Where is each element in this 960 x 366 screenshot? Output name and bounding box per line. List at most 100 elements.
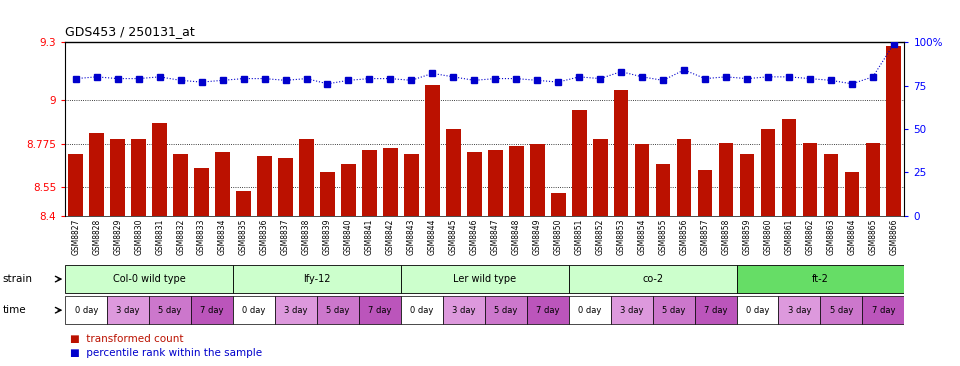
Text: 7 day: 7 day <box>872 306 895 315</box>
Text: 3 day: 3 day <box>452 306 475 315</box>
Text: GSM8864: GSM8864 <box>848 218 856 255</box>
Bar <box>694 296 736 324</box>
Bar <box>803 142 817 216</box>
Text: GSM8830: GSM8830 <box>134 218 143 255</box>
Text: 5 day: 5 day <box>158 306 181 315</box>
Bar <box>698 169 712 216</box>
Text: GSM8850: GSM8850 <box>554 218 563 255</box>
Text: 5 day: 5 day <box>494 306 517 315</box>
Bar <box>320 172 335 216</box>
Text: 7 day: 7 day <box>704 306 728 315</box>
Bar <box>446 129 461 216</box>
Text: GSM8865: GSM8865 <box>869 218 877 255</box>
Bar <box>215 152 230 216</box>
Text: GSM8853: GSM8853 <box>616 218 626 255</box>
Bar <box>572 110 587 216</box>
Bar <box>611 296 653 324</box>
Text: GSM8842: GSM8842 <box>386 218 395 255</box>
Bar <box>401 265 568 293</box>
Bar <box>359 296 401 324</box>
Bar <box>191 296 233 324</box>
Text: GSM8844: GSM8844 <box>428 218 437 255</box>
Bar <box>568 265 736 293</box>
Text: 7 day: 7 day <box>201 306 224 315</box>
Bar <box>153 123 167 216</box>
Bar <box>108 296 149 324</box>
Bar <box>425 85 440 216</box>
Text: 3 day: 3 day <box>116 306 140 315</box>
Bar <box>275 296 317 324</box>
Bar <box>485 296 527 324</box>
Text: GSM8845: GSM8845 <box>449 218 458 255</box>
Bar <box>89 133 104 216</box>
Text: 0 day: 0 day <box>75 306 98 315</box>
Bar <box>278 158 293 216</box>
Text: GSM8854: GSM8854 <box>637 218 647 255</box>
Text: GSM8833: GSM8833 <box>197 218 206 255</box>
Bar <box>401 296 443 324</box>
Text: GSM8843: GSM8843 <box>407 218 416 255</box>
Text: GSM8829: GSM8829 <box>113 218 122 255</box>
Bar <box>488 150 503 216</box>
Text: GSM8863: GSM8863 <box>827 218 835 255</box>
Text: GSM8851: GSM8851 <box>575 218 584 255</box>
Text: ft-2: ft-2 <box>812 274 828 284</box>
Bar <box>236 191 251 216</box>
Bar <box>257 156 272 216</box>
Bar <box>781 119 796 216</box>
Text: 0 day: 0 day <box>578 306 601 315</box>
Bar <box>404 154 419 216</box>
Bar <box>467 152 482 216</box>
Bar <box>719 142 733 216</box>
Text: time: time <box>3 305 27 315</box>
Text: GSM8855: GSM8855 <box>659 218 667 255</box>
Bar <box>551 193 565 216</box>
Bar <box>132 139 146 216</box>
Text: GSM8848: GSM8848 <box>512 218 520 255</box>
Text: GSM8849: GSM8849 <box>533 218 541 255</box>
Bar <box>736 296 779 324</box>
Text: 3 day: 3 day <box>620 306 643 315</box>
Bar <box>886 46 901 216</box>
Text: ■  percentile rank within the sample: ■ percentile rank within the sample <box>70 348 262 358</box>
Bar <box>845 172 859 216</box>
Text: 5 day: 5 day <box>829 306 853 315</box>
Text: 3 day: 3 day <box>788 306 811 315</box>
Text: GSM8860: GSM8860 <box>763 218 773 255</box>
Bar <box>760 129 776 216</box>
Text: co-2: co-2 <box>642 274 663 284</box>
Bar <box>509 146 523 216</box>
Bar <box>383 148 397 216</box>
Text: 3 day: 3 day <box>284 306 308 315</box>
Text: 7 day: 7 day <box>536 306 560 315</box>
Text: 7 day: 7 day <box>369 306 392 315</box>
Bar <box>317 296 359 324</box>
Text: GSM8832: GSM8832 <box>176 218 185 255</box>
Bar <box>443 296 485 324</box>
Bar <box>527 296 568 324</box>
Bar <box>530 145 544 216</box>
Text: strain: strain <box>3 274 33 284</box>
Text: 0 day: 0 day <box>746 306 769 315</box>
Text: Ler wild type: Ler wild type <box>453 274 516 284</box>
Text: GSM8862: GSM8862 <box>805 218 814 255</box>
Text: 0 day: 0 day <box>242 306 266 315</box>
Text: GSM8856: GSM8856 <box>680 218 688 255</box>
Text: GSM8837: GSM8837 <box>281 218 290 255</box>
Bar <box>653 296 694 324</box>
Bar <box>233 296 275 324</box>
Bar <box>866 142 880 216</box>
Text: GSM8861: GSM8861 <box>784 218 794 255</box>
Text: GSM8847: GSM8847 <box>491 218 500 255</box>
Bar <box>341 164 356 216</box>
Text: GSM8841: GSM8841 <box>365 218 374 255</box>
Bar <box>779 296 821 324</box>
Text: GSM8838: GSM8838 <box>302 218 311 255</box>
Bar <box>65 296 108 324</box>
Text: Col-0 wild type: Col-0 wild type <box>113 274 185 284</box>
Bar <box>862 296 904 324</box>
Bar <box>110 139 125 216</box>
Bar <box>65 265 233 293</box>
Bar <box>68 154 84 216</box>
Bar <box>613 90 629 216</box>
